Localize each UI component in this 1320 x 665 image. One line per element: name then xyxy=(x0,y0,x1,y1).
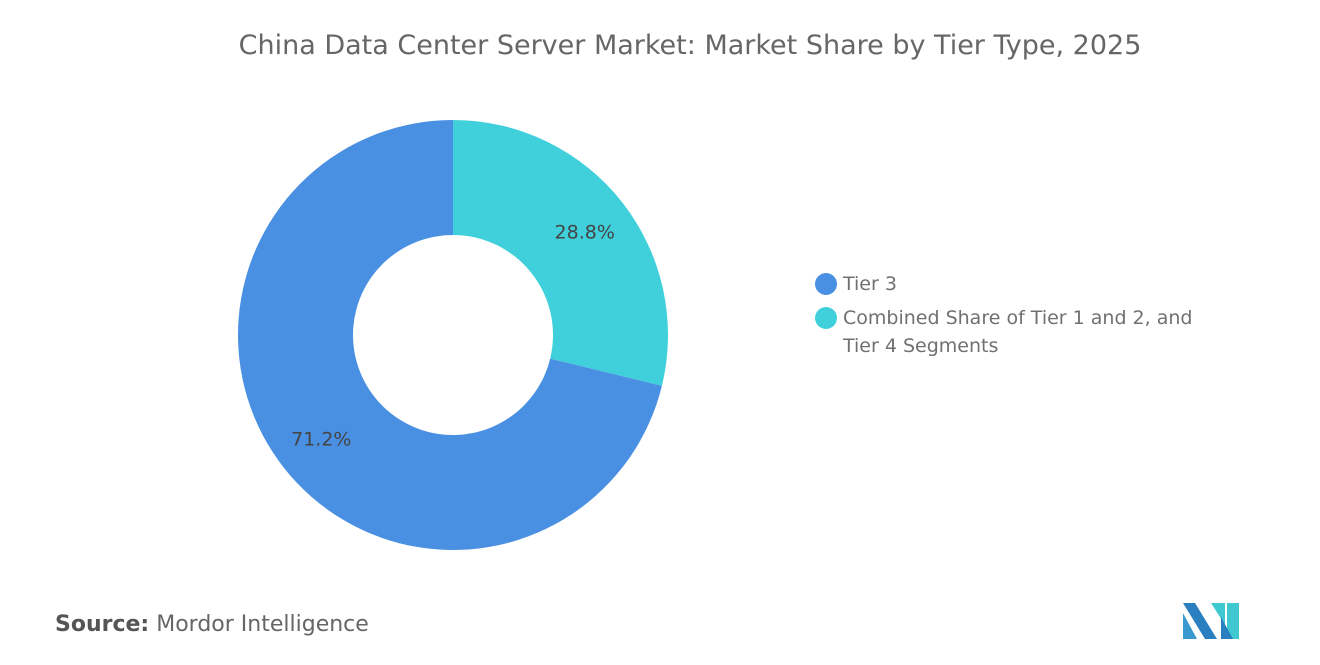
donut-slice-tier-3 xyxy=(238,120,662,550)
source: Source: Mordor Intelligence xyxy=(55,612,369,637)
data-label: 71.2% xyxy=(291,428,351,450)
legend-label: Combined Share of Tier 1 and 2, and Tier… xyxy=(843,307,1193,357)
legend-item-combined: Combined Share of Tier 1 and 2, and Tier… xyxy=(815,304,1213,360)
legend-swatch xyxy=(815,307,837,329)
data-label: 28.8% xyxy=(555,222,615,244)
source-value: Mordor Intelligence xyxy=(156,612,369,637)
donut-slice-combined xyxy=(453,120,669,386)
legend-swatch xyxy=(815,273,837,295)
source-label: Source: xyxy=(55,612,150,637)
legend-item-tier-3: Tier 3 xyxy=(815,270,1213,298)
chart-title: China Data Center Server Market: Market … xyxy=(238,30,1142,61)
mordor-logo-icon xyxy=(1183,603,1239,639)
legend: Tier 3 Combined Share of Tier 1 and 2, a… xyxy=(815,270,1213,366)
legend-label: Tier 3 xyxy=(843,273,897,295)
